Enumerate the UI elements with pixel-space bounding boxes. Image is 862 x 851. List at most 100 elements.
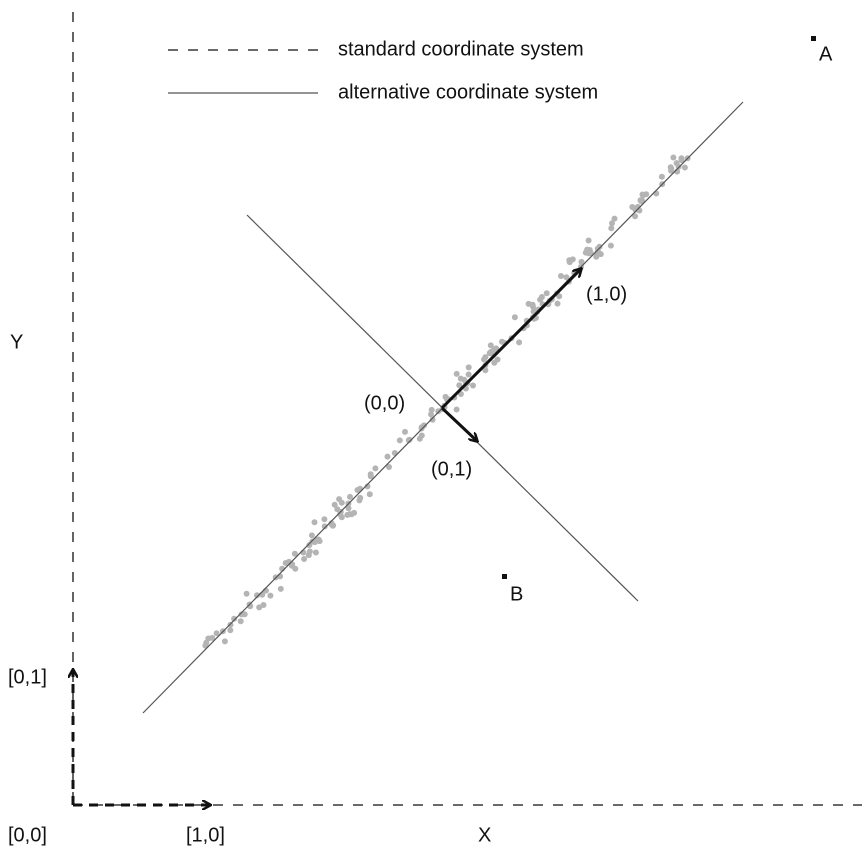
cloud-dot — [482, 367, 489, 374]
cloud-dot — [632, 213, 639, 220]
cloud-dot — [456, 382, 463, 389]
cloud-dot — [405, 437, 412, 444]
cloud-dot — [301, 556, 308, 562]
cloud-dot — [470, 382, 476, 389]
cloud-dot — [384, 453, 391, 460]
x-axis-label: X — [478, 824, 491, 846]
cloud-dot — [260, 602, 267, 608]
cloud-dot — [632, 206, 639, 213]
cloud-dot — [543, 290, 550, 297]
cloud-dot — [354, 487, 361, 493]
std-origin-label: [0,0] — [8, 824, 47, 846]
y-axis-label: Y — [10, 331, 23, 353]
alt-origin-label: (0,0) — [364, 392, 405, 414]
cloud-dot — [277, 573, 284, 580]
cloud-dot — [321, 523, 328, 530]
cloud-dot — [205, 635, 212, 642]
cloud-dot — [372, 465, 379, 472]
cloud-dot — [465, 371, 472, 378]
cloud-dot — [529, 303, 536, 310]
cloud-dot — [356, 497, 363, 504]
cloud-dot — [328, 521, 335, 528]
point-label: A — [819, 43, 833, 65]
cloud-dot — [487, 342, 494, 349]
alternative-unit-y — [440, 406, 477, 441]
cloud-dot — [428, 406, 435, 413]
cloud-dot — [331, 501, 338, 508]
cloud-dot — [563, 274, 570, 281]
cloud-dot — [321, 516, 328, 523]
cloud-dot — [578, 258, 585, 265]
cloud-dot — [314, 536, 321, 543]
cloud-dot — [653, 190, 660, 197]
cloud-dot — [585, 250, 592, 257]
cloud-dot — [511, 314, 518, 321]
cloud-dot — [386, 464, 392, 470]
cloud-dot — [670, 154, 677, 161]
cloud-dot — [306, 542, 313, 549]
cloud-dot — [402, 428, 408, 435]
cloud-dot — [491, 359, 498, 366]
cloud-dot — [366, 491, 373, 498]
cloud-dot — [585, 237, 592, 244]
cloud-dot — [465, 364, 472, 371]
alternative-unit-x — [440, 269, 581, 410]
cloud-dot — [461, 376, 468, 383]
cloud-dot — [453, 370, 460, 377]
cloud-dot — [607, 242, 614, 249]
cloud-dot — [609, 220, 615, 227]
cloud-dot — [525, 300, 532, 307]
cloud-dot — [597, 251, 604, 258]
cloud-dot — [681, 164, 688, 171]
point-label: B — [510, 583, 523, 605]
cloud-dot — [593, 253, 600, 260]
cloud-dot — [237, 618, 244, 625]
cloud-dot — [453, 406, 460, 413]
cloud-dot — [221, 638, 228, 645]
cloud-dot — [336, 496, 343, 503]
cloud-dot — [516, 339, 523, 346]
alt-unit-y-label: (0,1) — [431, 458, 472, 480]
cloud-dot — [678, 157, 685, 164]
cloud-dot — [306, 548, 313, 555]
cloud-dot — [254, 592, 260, 599]
cloud-dot — [668, 167, 674, 174]
cloud-dot — [241, 611, 248, 618]
std-unit-y-label: [0,1] — [8, 666, 47, 688]
cloud-dot — [243, 590, 250, 597]
point-b-marker — [502, 574, 507, 579]
cloud-dot — [277, 585, 284, 592]
cloud-dot — [396, 437, 403, 444]
cloud-dot — [367, 473, 374, 480]
cloud-dot — [658, 173, 665, 180]
legend-label: alternative coordinate system — [338, 81, 598, 103]
cloud-dot — [566, 259, 573, 266]
cloud-dot — [311, 519, 318, 526]
alt-unit-x-label: (1,0) — [586, 283, 627, 305]
cloud-dot — [308, 532, 315, 539]
cloud-dot — [429, 416, 436, 423]
cloud-dot — [639, 191, 646, 198]
cloud-dot — [267, 592, 274, 599]
std-unit-x-label: [1,0] — [186, 824, 225, 846]
cloud-dot — [345, 505, 352, 512]
cloud-dot — [537, 296, 544, 303]
cloud-dot — [364, 483, 371, 490]
cloud-dot — [611, 215, 618, 222]
cloud-dot — [554, 300, 561, 307]
cloud-dot — [348, 511, 355, 518]
cloud-dot — [428, 411, 434, 418]
cloud-dot — [416, 435, 423, 442]
cloud-dot — [291, 550, 298, 557]
cloud-dot — [312, 549, 319, 556]
cloud-dot — [490, 347, 497, 354]
cloud-dot — [482, 354, 489, 361]
legend-label: standard coordinate system — [338, 38, 584, 60]
cloud-dot — [231, 615, 238, 622]
cloud-dot — [227, 627, 234, 634]
cloud-dot — [558, 273, 564, 279]
cloud-dot — [594, 245, 601, 252]
cloud-dot — [347, 493, 353, 500]
